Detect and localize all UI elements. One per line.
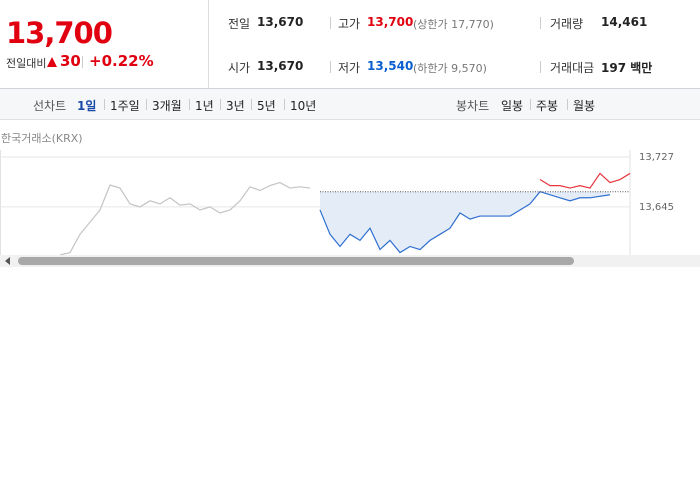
scroll-left[interactable] bbox=[4, 257, 12, 265]
tab-bar: 선차트 봉차트 1일 1주일 3개월 1년 3년 5년 10년 일봉 주봉 월봉 bbox=[0, 88, 700, 120]
stat-value: 14,461 bbox=[601, 15, 648, 29]
source: 한국거래소(KRX) bbox=[1, 132, 83, 145]
stat-label: 고가 bbox=[338, 17, 361, 31]
scroll-thumb[interactable] bbox=[18, 257, 574, 265]
stat-note: (상한가 17,770) bbox=[413, 18, 494, 31]
price-line bbox=[539, 172, 631, 189]
separator bbox=[540, 17, 541, 29]
change: 30 bbox=[60, 52, 81, 70]
separator bbox=[540, 61, 541, 73]
stat-value: 13,670 bbox=[257, 59, 304, 73]
period-tab[interactable]: 1주일 bbox=[110, 99, 140, 113]
price-line bbox=[59, 181, 311, 256]
price: 13,700 bbox=[6, 16, 113, 50]
price-box: 13,700 전일대비 30 +0.22% bbox=[0, 0, 209, 88]
stat-label: 저가 bbox=[338, 61, 361, 75]
stat-value: 13,700 bbox=[367, 15, 414, 29]
period-tab[interactable]: 1년 bbox=[195, 99, 214, 113]
separator bbox=[82, 56, 83, 68]
price-line bbox=[319, 191, 611, 254]
stat-note: (하한가 9,570) bbox=[413, 62, 487, 75]
candle-tab[interactable]: 주봉 bbox=[536, 99, 559, 113]
line-chart-label: 선차트 bbox=[33, 99, 67, 113]
separator bbox=[284, 99, 285, 110]
separator bbox=[189, 99, 190, 110]
change-rate: +0.22% bbox=[89, 52, 154, 70]
separator bbox=[530, 99, 531, 110]
change-label: 전일대비 bbox=[6, 57, 47, 70]
period-tab[interactable]: 5년 bbox=[257, 99, 276, 113]
separator bbox=[104, 99, 105, 110]
stat-label: 시가 bbox=[228, 61, 251, 75]
scrollbar[interactable] bbox=[0, 255, 700, 267]
candle-chart-label: 봉차트 bbox=[456, 99, 490, 113]
chart: 13,727 13,645 bbox=[0, 150, 674, 256]
stat-value: 13,540 bbox=[367, 59, 414, 73]
stat-label: 거래대금 bbox=[550, 61, 595, 75]
stat-value: 13,670 bbox=[257, 15, 304, 29]
candle-tab[interactable]: 일봉 bbox=[501, 99, 524, 113]
separator bbox=[330, 61, 331, 73]
separator bbox=[220, 99, 221, 110]
y-tick-label: 13,727 bbox=[639, 152, 674, 163]
stat-label: 거래량 bbox=[550, 17, 584, 31]
stat-label: 전일 bbox=[228, 17, 251, 31]
separator bbox=[567, 99, 568, 110]
area-fill bbox=[320, 191, 610, 253]
separator bbox=[146, 99, 147, 110]
period-tab[interactable]: 1일 bbox=[77, 99, 97, 113]
stat-value: 197 백만 bbox=[601, 61, 653, 75]
y-tick-label: 13,645 bbox=[639, 202, 674, 213]
period-tab[interactable]: 10년 bbox=[290, 99, 317, 113]
period-tab[interactable]: 3개월 bbox=[152, 99, 182, 113]
candle-tab[interactable]: 월봉 bbox=[573, 99, 596, 113]
separator bbox=[251, 99, 252, 110]
up-icon bbox=[47, 57, 57, 67]
separator bbox=[330, 17, 331, 29]
period-tab[interactable]: 3년 bbox=[226, 99, 245, 113]
